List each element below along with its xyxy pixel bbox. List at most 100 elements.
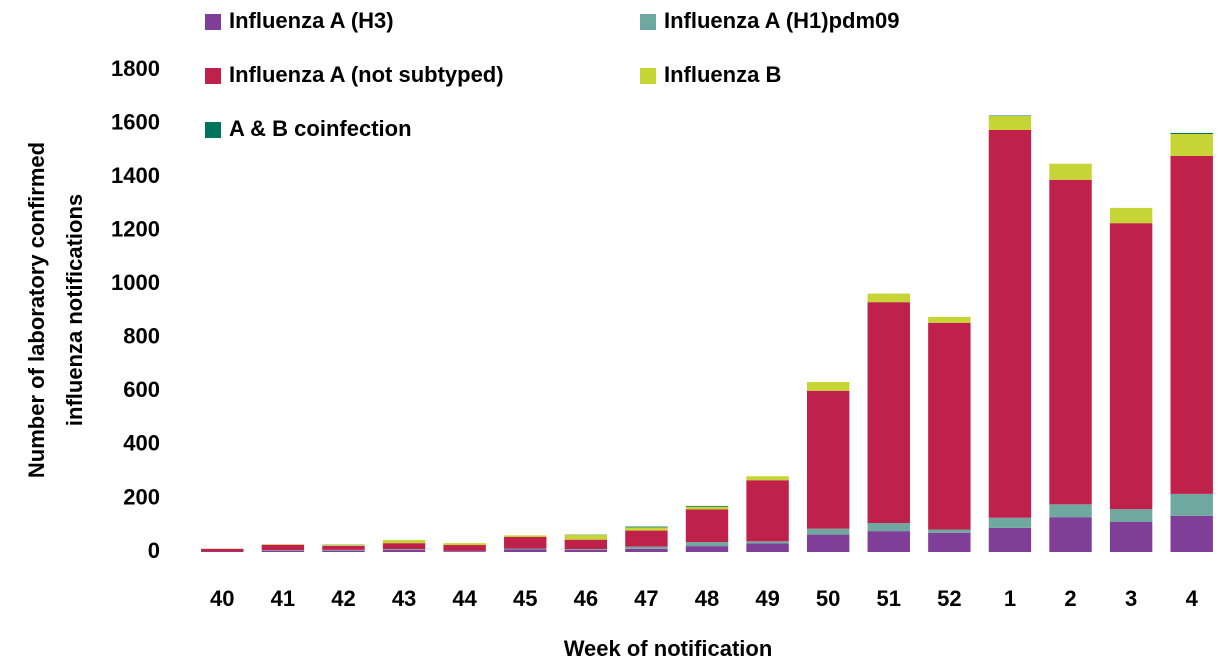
bar-segment bbox=[201, 551, 244, 552]
bar-segment bbox=[443, 543, 486, 546]
bar-segment bbox=[322, 544, 365, 546]
legend-swatch bbox=[205, 68, 221, 84]
y-axis-title-line: Number of laboratory confirmed bbox=[24, 142, 49, 478]
bar-segment bbox=[625, 546, 668, 549]
bar-segment bbox=[867, 523, 910, 532]
y-tick-label: 0 bbox=[148, 538, 160, 563]
bar-segment bbox=[625, 527, 668, 531]
x-tick-label: 46 bbox=[574, 586, 598, 611]
x-tick-label: 52 bbox=[937, 586, 961, 611]
bar-segment bbox=[1109, 509, 1153, 523]
x-tick-label: 42 bbox=[331, 586, 355, 611]
bar-segment bbox=[746, 543, 789, 552]
bar-segment bbox=[1049, 517, 1092, 552]
bar-segment bbox=[261, 544, 305, 545]
x-tick-label: 2 bbox=[1064, 586, 1076, 611]
bar-segment bbox=[928, 532, 971, 552]
x-tick-label: 49 bbox=[755, 586, 779, 611]
bar-segment bbox=[1109, 207, 1153, 224]
x-tick-label: 43 bbox=[392, 586, 416, 611]
bar-segment bbox=[1049, 163, 1092, 180]
bar-segment bbox=[806, 528, 850, 535]
bar-segment bbox=[685, 509, 729, 543]
bar-segment bbox=[746, 480, 789, 542]
bar-segment bbox=[261, 550, 305, 552]
bar-segment bbox=[1170, 515, 1213, 552]
bar-segment bbox=[1170, 155, 1213, 494]
y-tick-label: 200 bbox=[123, 484, 160, 509]
legend-swatch bbox=[205, 14, 221, 30]
bar-segment bbox=[867, 293, 910, 303]
legend-label: Influenza B bbox=[664, 62, 781, 87]
x-tick-label: 41 bbox=[271, 586, 295, 611]
bar-segment bbox=[988, 115, 1032, 117]
bar-segment bbox=[625, 548, 668, 552]
legend-label: Influenza A (H3) bbox=[229, 8, 394, 33]
bar-segment bbox=[564, 549, 608, 552]
y-tick-label: 600 bbox=[123, 377, 160, 402]
legend-label: Influenza A (H1)pdm09 bbox=[664, 8, 900, 33]
y-tick-label: 1800 bbox=[111, 56, 160, 81]
x-tick-label: 40 bbox=[210, 586, 234, 611]
legend-swatch bbox=[640, 68, 656, 84]
y-axis-title-line: influenza notifications bbox=[62, 194, 87, 426]
x-tick-label: 4 bbox=[1186, 586, 1199, 611]
bar-segment bbox=[625, 526, 668, 528]
bar-segment bbox=[1170, 132, 1213, 134]
bar-segment bbox=[504, 549, 547, 552]
legend-swatch bbox=[205, 122, 221, 138]
bar-segment bbox=[1049, 504, 1092, 518]
bar-segment bbox=[685, 542, 729, 547]
bar-segment bbox=[201, 548, 244, 552]
x-tick-label: 45 bbox=[513, 586, 537, 611]
y-tick-label: 400 bbox=[123, 431, 160, 456]
bar-segment bbox=[806, 534, 850, 552]
y-tick-label: 1000 bbox=[111, 270, 160, 295]
bar-segment bbox=[382, 549, 426, 552]
bar-segment bbox=[504, 548, 547, 550]
bar-segment bbox=[867, 302, 910, 524]
bar-segment bbox=[746, 476, 789, 481]
bar-segment bbox=[1049, 179, 1092, 505]
y-tick-label: 800 bbox=[123, 324, 160, 349]
bar-segment bbox=[382, 543, 426, 550]
bar-segment bbox=[443, 551, 486, 552]
bar-segment bbox=[504, 537, 547, 549]
bar-segment bbox=[322, 549, 365, 551]
bar-segment bbox=[261, 550, 305, 551]
bar-segment bbox=[564, 539, 608, 550]
x-tick-label: 50 bbox=[816, 586, 840, 611]
y-tick-label: 1600 bbox=[111, 109, 160, 134]
bar-segment bbox=[443, 545, 486, 551]
x-tick-label: 3 bbox=[1125, 586, 1137, 611]
bar-segment bbox=[504, 535, 547, 538]
bar-segment bbox=[685, 506, 729, 510]
x-tick-label: 1 bbox=[1004, 586, 1016, 611]
x-tick-label: 47 bbox=[634, 586, 658, 611]
bar-segment bbox=[322, 545, 365, 550]
bar-segment bbox=[382, 539, 426, 544]
bar-segment bbox=[988, 527, 1032, 552]
y-tick-label: 1400 bbox=[111, 163, 160, 188]
bar-segment bbox=[322, 550, 365, 552]
bar-segment bbox=[1170, 133, 1213, 156]
bar-segment bbox=[625, 530, 668, 547]
x-tick-label: 48 bbox=[695, 586, 719, 611]
bar-segment bbox=[382, 549, 426, 550]
bar-segment bbox=[1170, 493, 1213, 516]
bar-segment bbox=[685, 505, 729, 507]
bar-segment bbox=[564, 549, 608, 550]
bar-segment bbox=[988, 129, 1032, 518]
bar-segment bbox=[928, 316, 971, 323]
bar-segment bbox=[746, 541, 789, 544]
legend-label: A & B coinfection bbox=[229, 116, 412, 141]
x-tick-label: 51 bbox=[877, 586, 901, 611]
bar-segment bbox=[928, 322, 971, 530]
bar-segment bbox=[564, 534, 608, 540]
bar-segment bbox=[988, 116, 1032, 130]
x-axis-title: Week of notification bbox=[564, 636, 773, 661]
bar-segment bbox=[261, 544, 305, 551]
bar-segment bbox=[1109, 522, 1153, 552]
bar-segment bbox=[806, 390, 850, 529]
